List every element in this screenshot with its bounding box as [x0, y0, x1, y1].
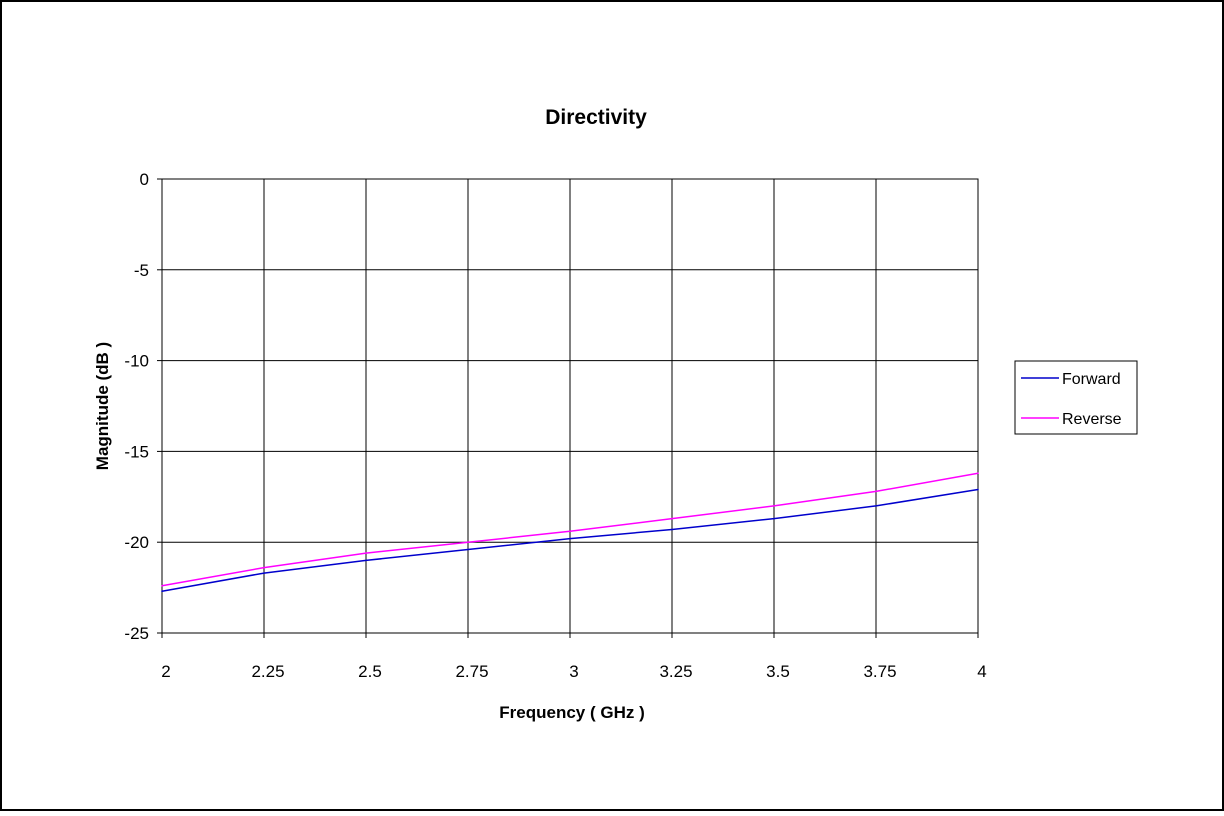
x-tick-label: 2.25 [251, 662, 284, 681]
data-point-forward [467, 548, 469, 551]
plot-area [161, 178, 979, 634]
y-axis-ticks: 0 -5 -10 -15 -20 -25 [124, 170, 162, 643]
data-point-forward [569, 537, 571, 540]
x-axis-title: Frequency ( GHz ) [499, 703, 644, 722]
x-tick-label: 3.5 [766, 662, 790, 681]
x-tick-label: 2.5 [358, 662, 382, 681]
data-point-reverse [467, 541, 469, 543]
data-point-forward [671, 528, 673, 531]
legend-label-reverse: Reverse [1062, 411, 1122, 428]
data-point-forward [263, 572, 265, 574]
data-point-forward [773, 517, 775, 520]
data-point-reverse [773, 505, 775, 507]
y-axis-title: Magnitude (dB ) [93, 342, 112, 470]
data-point-reverse [263, 566, 265, 569]
data-point-forward [875, 505, 877, 507]
legend-label-forward: Forward [1062, 371, 1121, 388]
chart-title: Directivity [545, 106, 647, 129]
data-point-reverse [875, 490, 877, 493]
y-tick-label: 0 [140, 170, 149, 189]
x-tick-label: 2.75 [455, 662, 488, 681]
legend-box [1014, 360, 1138, 435]
data-point-reverse [365, 552, 367, 554]
data-point-reverse [161, 584, 163, 587]
y-tick-label: -20 [124, 533, 149, 552]
x-tick-label: 3.75 [863, 662, 896, 681]
x-tick-label: 2 [161, 662, 170, 681]
x-tick-label: 3.25 [659, 662, 692, 681]
data-point-forward [365, 559, 367, 562]
x-tick-label: 3 [569, 662, 578, 681]
legend: Forward Reverse [1014, 360, 1138, 435]
y-tick-label: -10 [124, 352, 149, 371]
series-layer [161, 472, 979, 593]
y-tick-label: -5 [134, 261, 149, 280]
data-point-reverse [977, 472, 979, 474]
x-axis-ticks: 2 2.25 2.5 2.75 3 3.25 3.5 3.75 4 [161, 633, 987, 681]
data-point-reverse [569, 530, 571, 533]
data-point-forward [977, 488, 979, 491]
y-tick-label: -15 [124, 442, 149, 461]
vertical-gridlines [263, 179, 877, 633]
data-point-forward [161, 590, 163, 593]
y-tick-label: -25 [124, 624, 149, 643]
data-point-reverse [671, 517, 673, 520]
x-tick-label: 4 [977, 662, 986, 681]
horizontal-gridlines [162, 269, 978, 543]
